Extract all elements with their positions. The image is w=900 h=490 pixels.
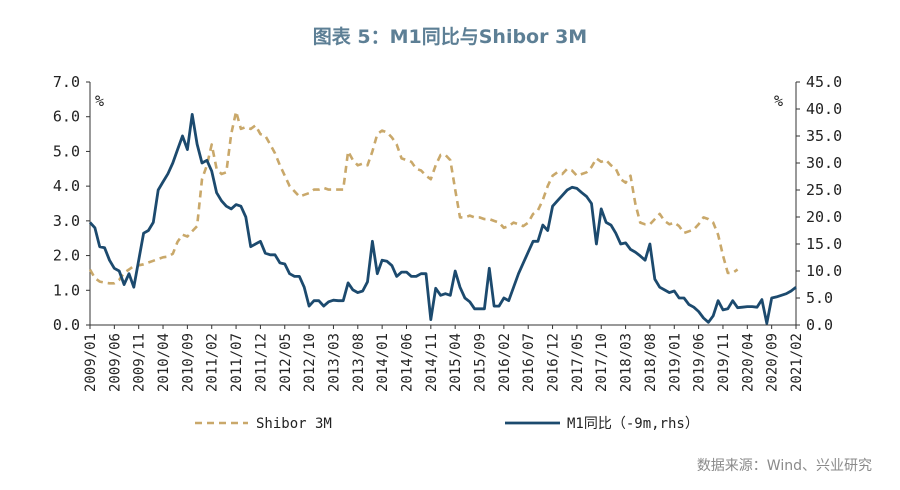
left-tick-labels: 0.0 1.0 2.0 3.0 4.0 5.0 6.0 7.0 — [53, 73, 90, 334]
x-tick-label: 2016/07 — [521, 333, 537, 392]
x-tick-label: 2012/05 — [278, 333, 294, 392]
x-tick-label: 2011/12 — [253, 333, 269, 392]
right-tick-label: 45.0 — [806, 73, 842, 91]
x-tick-label: 2019/01 — [667, 333, 683, 392]
left-tick-label: 1.0 — [53, 281, 80, 299]
x-tick-label: 2018/03 — [619, 333, 635, 392]
x-tick-label: 2016/12 — [546, 333, 562, 392]
x-tick-label: 2010/09 — [180, 333, 196, 392]
x-tick-labels: 2009/01 2009/06 2009/11 2010/04 2010/09 2011/… — [83, 325, 805, 392]
legend-label-m1: M1同比（-9m,rhs） — [567, 416, 699, 432]
left-tick-label: 6.0 — [53, 108, 80, 126]
right-tick-label: 30.0 — [806, 154, 842, 172]
legend: Shibor 3M M1同比（-9m,rhs） — [195, 416, 699, 432]
right-tick-label: 15.0 — [806, 235, 842, 253]
right-unit-label: % — [774, 92, 783, 110]
left-tick-label: 5.0 — [53, 142, 80, 160]
x-tick-label: 2018/08 — [643, 333, 659, 392]
x-tick-label: 2010/04 — [156, 333, 172, 392]
legend-label-shibor: Shibor 3M — [256, 416, 332, 432]
right-tick-labels: 0.0 5.0 10.0 15.0 20.0 25.0 30.0 35.0 40.0 45.0 — [796, 73, 842, 334]
x-tick-label: 2016/02 — [497, 333, 513, 392]
x-tick-label: 2021/02 — [789, 333, 805, 392]
right-tick-label: 0.0 — [806, 316, 833, 334]
x-tick-label: 2009/06 — [107, 333, 123, 392]
x-tick-label: 2015/09 — [473, 333, 489, 392]
right-tick-label: 20.0 — [806, 208, 842, 226]
right-tick-label: 25.0 — [806, 181, 842, 199]
axes — [89, 82, 797, 326]
chart-title: 图表 5：M1同比与Shibor 3M — [313, 25, 587, 48]
x-tick-label: 2011/07 — [229, 333, 245, 392]
x-tick-label: 2012/10 — [302, 333, 318, 392]
x-tick-label: 2013/03 — [326, 333, 342, 392]
x-tick-label: 2009/11 — [132, 333, 148, 392]
series-group — [88, 110, 797, 325]
left-tick-label: 3.0 — [53, 212, 80, 230]
x-tick-label: 2019/11 — [716, 333, 732, 392]
x-tick-label: 2013/08 — [351, 333, 367, 392]
left-tick-label: 0.0 — [53, 316, 80, 334]
x-tick-label: 2009/01 — [83, 333, 99, 392]
x-tick-label: 2017/10 — [594, 333, 610, 392]
x-tick-label: 2015/04 — [448, 333, 464, 392]
series-line-m1-yoy — [88, 113, 797, 325]
source-note: 数据来源：Wind、兴业研究 — [697, 458, 872, 474]
x-tick-label: 2020/04 — [740, 333, 756, 392]
right-tick-label: 35.0 — [806, 127, 842, 145]
x-tick-label: 2020/09 — [765, 333, 781, 392]
right-tick-label: 10.0 — [806, 262, 842, 280]
x-tick-label: 2014/06 — [399, 333, 415, 392]
left-unit-label: % — [95, 92, 104, 110]
left-tick-label: 2.0 — [53, 247, 80, 265]
x-tick-label: 2011/02 — [205, 333, 221, 392]
right-tick-label: 5.0 — [806, 289, 833, 307]
right-tick-label: 40.0 — [806, 100, 842, 118]
left-tick-label: 4.0 — [53, 177, 80, 195]
x-tick-label: 2017/05 — [570, 333, 586, 392]
series-line-shibor-3m — [88, 110, 739, 285]
x-tick-label: 2014/11 — [424, 333, 440, 392]
x-tick-label: 2019/06 — [692, 333, 708, 392]
x-tick-label: 2014/01 — [375, 333, 391, 392]
left-tick-label: 7.0 — [53, 73, 80, 91]
